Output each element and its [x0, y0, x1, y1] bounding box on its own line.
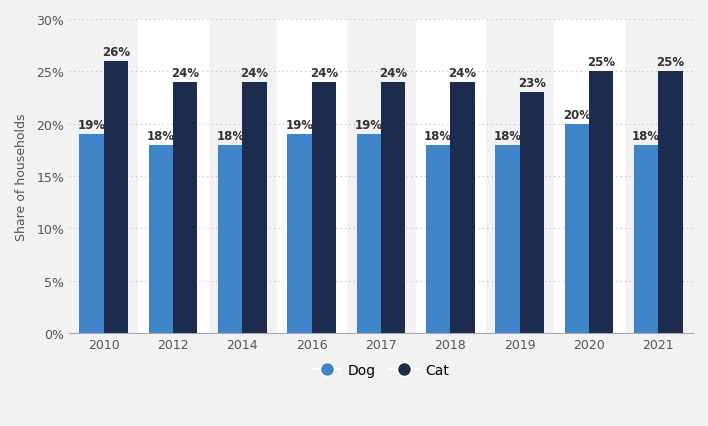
Text: 19%: 19% [355, 119, 383, 132]
Bar [312, 83, 336, 334]
Text: 20%: 20% [563, 108, 591, 121]
Bar [173, 83, 198, 334]
Bar [450, 83, 474, 334]
Bar [426, 145, 450, 334]
Text: 18%: 18% [424, 129, 452, 142]
Bar [218, 145, 242, 334]
Text: 18%: 18% [147, 129, 175, 142]
Bar [416, 20, 485, 334]
Bar [554, 20, 624, 334]
Bar [287, 135, 312, 334]
Bar [658, 72, 683, 334]
Y-axis label: Share of households: Share of households [15, 113, 28, 240]
Text: 25%: 25% [587, 56, 615, 69]
Text: 24%: 24% [171, 66, 199, 80]
Bar [520, 93, 544, 334]
Text: 24%: 24% [241, 66, 268, 80]
Bar [565, 124, 589, 334]
Text: 19%: 19% [78, 119, 105, 132]
Bar [357, 135, 381, 334]
Bar [242, 83, 267, 334]
Legend: Dog, Cat: Dog, Cat [308, 358, 455, 383]
Bar [104, 62, 128, 334]
Bar [149, 145, 173, 334]
Text: 24%: 24% [310, 66, 338, 80]
Text: 18%: 18% [493, 129, 522, 142]
Text: 24%: 24% [379, 66, 407, 80]
Text: 19%: 19% [285, 119, 314, 132]
Text: 23%: 23% [518, 77, 546, 90]
Bar [634, 145, 658, 334]
Text: 24%: 24% [448, 66, 476, 80]
Bar [496, 145, 520, 334]
Text: 18%: 18% [216, 129, 244, 142]
Bar [589, 72, 613, 334]
Bar [277, 20, 346, 334]
Text: 18%: 18% [632, 129, 661, 142]
Bar [381, 83, 405, 334]
Bar [79, 135, 104, 334]
Text: 26%: 26% [102, 46, 130, 59]
Bar [138, 20, 207, 334]
Text: 25%: 25% [656, 56, 685, 69]
